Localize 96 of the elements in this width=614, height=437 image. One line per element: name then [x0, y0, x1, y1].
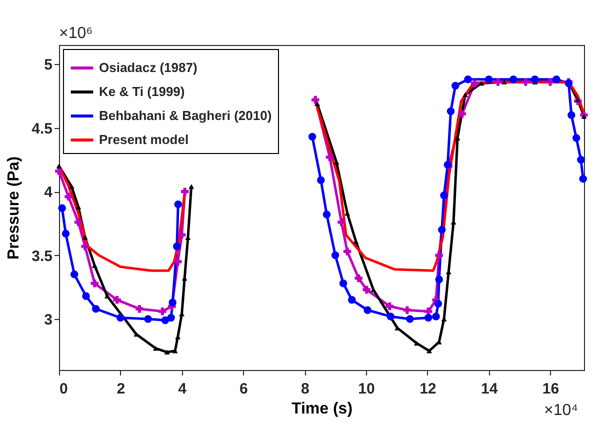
point [317, 176, 325, 184]
y-tick-label: 3.5 [32, 248, 52, 265]
point [311, 96, 320, 104]
point [403, 306, 412, 314]
legend-label: Behbahani & Bagheri (2010) [99, 108, 272, 123]
legend-label: Present model [99, 132, 189, 147]
point [568, 111, 576, 119]
point [438, 226, 446, 234]
point [572, 134, 580, 142]
point [464, 76, 472, 84]
point [164, 350, 170, 355]
point [68, 184, 74, 189]
x-tick-label: 10 [358, 380, 375, 398]
point [116, 314, 124, 322]
point [522, 78, 530, 86]
point [92, 304, 100, 313]
point [354, 274, 363, 282]
point [552, 76, 560, 84]
text: ×10⁴ [544, 402, 578, 419]
point [494, 78, 502, 86]
point [458, 110, 466, 118]
point [434, 300, 442, 308]
point [113, 296, 121, 304]
point [424, 314, 432, 322]
point [326, 153, 334, 162]
point [322, 210, 331, 218]
point [510, 76, 518, 84]
x-axis-title: Time (s) [291, 400, 353, 418]
point [579, 174, 587, 183]
point [339, 279, 348, 288]
point [484, 76, 493, 84]
point [168, 298, 176, 306]
y-tick-label: 5 [44, 56, 52, 74]
point [406, 315, 414, 323]
x-tick-label: 16 [542, 380, 560, 398]
point [174, 200, 182, 208]
y-tick-label: 3 [44, 312, 52, 329]
point [432, 312, 440, 320]
point [575, 97, 581, 102]
point [364, 306, 372, 314]
point [348, 296, 356, 304]
point [136, 304, 144, 313]
text: ×10⁶ [59, 25, 93, 42]
point [144, 315, 152, 323]
point [62, 230, 70, 238]
point [451, 82, 460, 90]
point [331, 251, 340, 260]
y-tick-label: 4 [44, 184, 54, 202]
point [90, 279, 98, 288]
point [178, 231, 186, 239]
point [70, 270, 78, 278]
x-tick-label: 2 [116, 380, 126, 398]
point [74, 218, 82, 226]
point [152, 346, 158, 351]
x-tick-label: 6 [240, 380, 248, 398]
point [314, 101, 320, 106]
point [338, 218, 346, 226]
point [82, 292, 90, 300]
point [82, 235, 88, 240]
point [308, 132, 316, 141]
x-tick-label: 14 [480, 380, 498, 398]
point [362, 286, 371, 294]
point [81, 242, 89, 250]
point [462, 92, 468, 98]
point [426, 348, 432, 354]
point [64, 192, 72, 201]
point [173, 242, 181, 250]
point [531, 76, 539, 84]
x-tick-label: 4 [178, 380, 188, 398]
point [181, 188, 189, 196]
point [446, 107, 455, 116]
point [440, 192, 448, 200]
x-tick-label: 12 [420, 380, 436, 398]
point [435, 251, 443, 260]
point [161, 316, 170, 324]
point [435, 276, 443, 284]
point [501, 80, 507, 84]
x-tick-label: 8 [300, 380, 310, 398]
point [188, 184, 194, 189]
x-tick-label: 0 [60, 380, 68, 398]
y-tick-label: 4.5 [32, 120, 52, 138]
point [386, 302, 394, 310]
point [546, 78, 554, 86]
point [158, 308, 166, 316]
point [56, 164, 62, 168]
legend-label: Osiadacz (1987) [99, 60, 198, 75]
point [174, 258, 182, 266]
y-axis-title: Pressure (Pa) [6, 156, 23, 260]
point [58, 204, 66, 212]
point [343, 248, 352, 256]
point [167, 314, 175, 322]
point [386, 312, 394, 320]
point [414, 340, 420, 346]
point [470, 79, 479, 88]
point [577, 156, 585, 164]
legend-label: Ke & Ti (1999) [99, 84, 185, 99]
